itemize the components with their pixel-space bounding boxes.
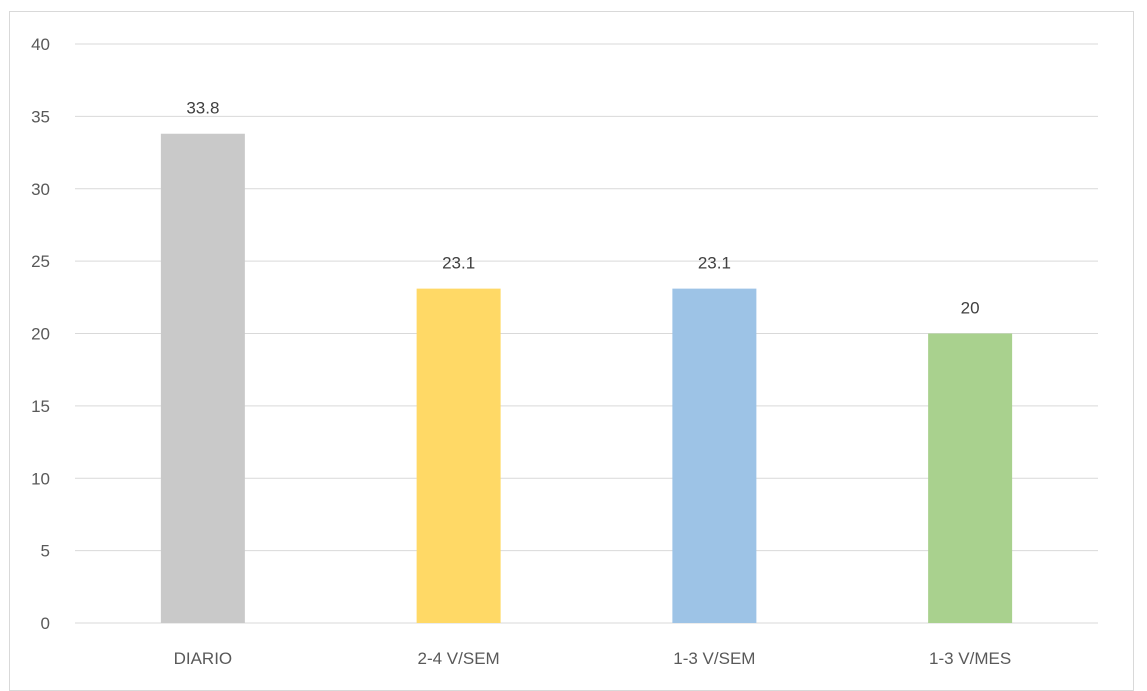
- data-label: 23.1: [698, 254, 731, 273]
- data-label: 20: [961, 299, 980, 318]
- bar-3: [672, 288, 757, 623]
- x-category-label: 1-3 V/MES: [929, 649, 1011, 668]
- y-tick-label: 30: [31, 180, 50, 199]
- bar-1: [160, 133, 245, 623]
- x-category-label: DIARIO: [174, 649, 233, 668]
- x-category-label: 1-3 V/SEM: [673, 649, 755, 668]
- x-axis-categories: DIARIO 2-4 V/SEM 1-3 V/SEM 1-3 V/MES: [174, 649, 1012, 668]
- y-tick-label: 15: [31, 397, 50, 416]
- x-category-label: 2-4 V/SEM: [418, 649, 500, 668]
- y-tick-label: 25: [31, 252, 50, 271]
- data-label: 23.1: [442, 254, 475, 273]
- bar-chart: 0 5 10 15 20 25 30 35 40 33.8 23.1 23.1 20 DIARIO 2-…: [31, 35, 1098, 668]
- y-tick-label: 0: [41, 614, 50, 633]
- y-tick-label: 5: [41, 542, 50, 561]
- y-tick-label: 10: [31, 469, 50, 488]
- data-label: 33.8: [186, 99, 219, 118]
- y-axis-ticks: 0 5 10 15 20 25 30 35 40: [31, 35, 50, 633]
- y-tick-label: 20: [31, 325, 50, 344]
- bar-2: [416, 288, 501, 623]
- y-tick-label: 40: [31, 35, 50, 54]
- bars: [160, 133, 1013, 623]
- gridlines: [75, 43, 1098, 624]
- y-tick-label: 35: [31, 107, 50, 126]
- data-labels: 33.8 23.1 23.1 20: [186, 99, 979, 318]
- bar-4: [928, 333, 1013, 623]
